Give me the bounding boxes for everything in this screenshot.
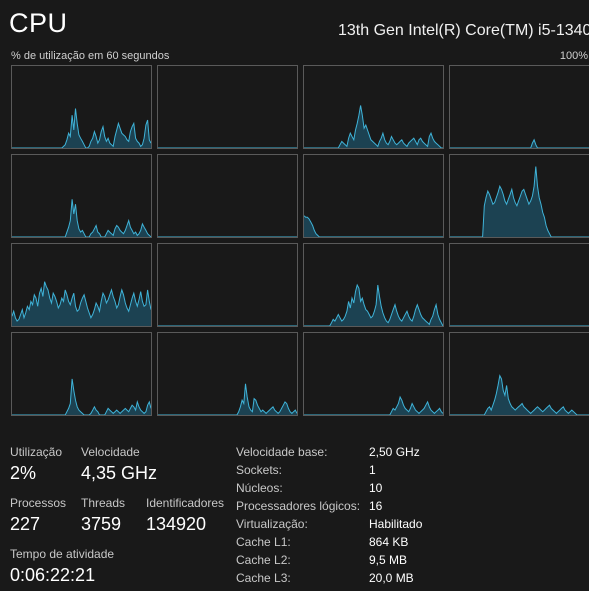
utilization-line-12	[12, 378, 151, 415]
logical-processor-graph-0	[11, 65, 152, 149]
logical-processor-graph-2	[303, 65, 444, 149]
utilization-line-7	[450, 166, 589, 237]
utilization-chart-12	[12, 378, 151, 415]
speed-value: 4,35 GHz	[81, 463, 158, 483]
utilization-line-2	[304, 105, 443, 148]
logical-processor-graph-6	[303, 154, 444, 238]
utilization-chart-2	[304, 105, 443, 148]
utilization-line-3	[450, 138, 589, 148]
utilization-max-label: 100%	[559, 50, 588, 62]
uptime-value: 0:06:22:21	[10, 565, 96, 585]
cache-l2-value: 9,5 MB	[369, 553, 408, 567]
logical-processor-graph-1	[157, 65, 298, 149]
logical-processor-graph-14	[303, 332, 444, 416]
utilization-label: Utilização	[10, 445, 63, 459]
handles-label: Identificadores	[146, 496, 225, 510]
cache-l1-value: 864 KB	[369, 535, 409, 549]
virtualization-label: Virtualização:	[236, 517, 308, 531]
utilization-area-3	[450, 139, 589, 148]
utilization-chart-8	[12, 281, 151, 326]
utilization-chart-3	[450, 138, 589, 148]
base-speed-value: 2,50 GHz	[369, 445, 420, 459]
utilization-area-14	[304, 397, 443, 415]
sockets-value: 1	[369, 463, 376, 477]
utilization-chart-13	[158, 383, 297, 415]
logical-processor-graph-7	[449, 154, 589, 238]
utilization-chart-10	[304, 283, 443, 326]
logical-processor-graph-11	[449, 243, 589, 327]
utilization-area-4	[12, 199, 151, 237]
utilization-line-6	[304, 215, 443, 237]
speed-label: Velocidade	[81, 445, 140, 459]
processes-value: 227	[10, 514, 41, 534]
utilization-area-15	[450, 375, 589, 415]
logical-processor-graph-8	[11, 243, 152, 327]
utilization-line-0	[12, 108, 151, 148]
logical-processors-label: Processadores lógicos:	[236, 499, 361, 513]
logical-processor-graphs[interactable]	[11, 65, 589, 420]
utilization-area-12	[12, 378, 151, 415]
utilization-chart-11	[450, 325, 589, 326]
utilization-chart-9	[158, 325, 297, 326]
cache-l3-value: 20,0 MB	[369, 571, 414, 585]
cache-l1-label: Cache L1:	[236, 535, 291, 549]
base-speed-label: Velocidade base:	[236, 445, 328, 459]
utilization-area-8	[12, 281, 151, 326]
utilization-area-2	[304, 105, 443, 148]
threads-label: Threads	[81, 496, 126, 510]
logical-processor-graph-4	[11, 154, 152, 238]
utilization-line-8	[12, 281, 151, 322]
utilization-graph-label: % de utilização em 60 segundos	[11, 50, 170, 62]
utilization-area-7	[450, 166, 589, 237]
uptime-label: Tempo de atividade	[10, 547, 115, 561]
cache-l3-label: Cache L3:	[236, 571, 291, 585]
utilization-line-13	[158, 383, 297, 415]
page-title: CPU	[9, 8, 68, 38]
virtualization-value: Habilitado	[369, 517, 423, 531]
utilization-area-10	[304, 285, 443, 326]
logical-processor-graph-15	[449, 332, 589, 416]
utilization-area-6	[304, 215, 443, 237]
logical-processor-graph-9	[157, 243, 298, 327]
cores-label: Núcleos:	[236, 481, 283, 495]
sockets-label: Sockets:	[236, 463, 283, 477]
utilization-line-4	[12, 199, 151, 237]
utilization-chart-0	[12, 108, 151, 148]
utilization-line-10	[304, 283, 443, 326]
utilization-chart-1	[158, 147, 297, 148]
processes-label: Processos	[10, 496, 67, 510]
utilization-chart-5	[158, 236, 297, 237]
logical-processors-value: 16	[369, 499, 383, 513]
utilization-area-0	[12, 108, 151, 148]
utilization-line-14	[304, 395, 443, 415]
cpu-model-name: 13th Gen Intel(R) Core(TM) i5-13400	[338, 22, 589, 39]
utilization-area-13	[158, 383, 297, 415]
cache-l2-label: Cache L2:	[236, 553, 291, 567]
threads-value: 3759	[81, 514, 122, 534]
utilization-chart-4	[12, 199, 151, 237]
logical-processor-graph-3	[449, 65, 589, 149]
logical-processor-graph-12	[11, 332, 152, 416]
cores-value: 10	[369, 481, 383, 495]
logical-processor-graph-13	[157, 332, 298, 416]
utilization-chart-6	[304, 215, 443, 237]
logical-processor-graph-10	[303, 243, 444, 327]
handles-value: 134920	[146, 514, 207, 534]
utilization-line-15	[450, 374, 589, 415]
logical-processor-graph-5	[157, 154, 298, 238]
utilization-value: 2%	[10, 463, 37, 483]
utilization-chart-7	[450, 166, 589, 237]
utilization-chart-14	[304, 395, 443, 415]
utilization-chart-15	[450, 374, 589, 415]
